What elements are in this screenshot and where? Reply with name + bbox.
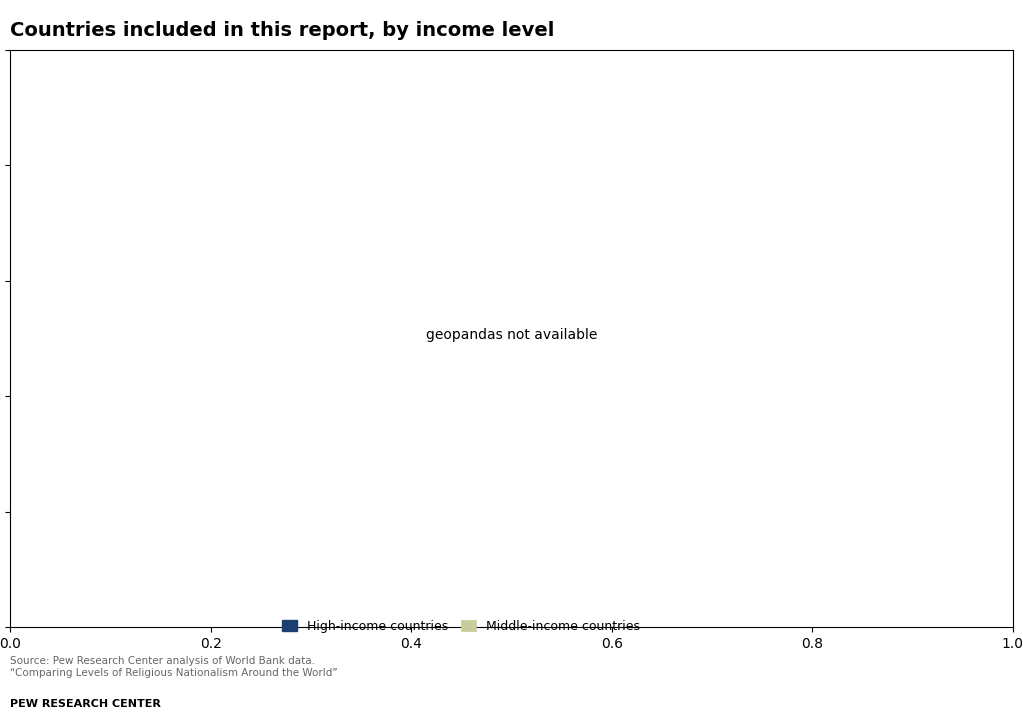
Legend: High-income countries, Middle-income countries: High-income countries, Middle-income cou… xyxy=(282,620,640,632)
Text: Source: Pew Research Center analysis of World Bank data.
“Comparing Levels of Re: Source: Pew Research Center analysis of … xyxy=(10,656,338,677)
Text: geopandas not available: geopandas not available xyxy=(426,328,597,342)
Text: Countries included in this report, by income level: Countries included in this report, by in… xyxy=(10,21,554,41)
Text: PEW RESEARCH CENTER: PEW RESEARCH CENTER xyxy=(10,699,161,709)
